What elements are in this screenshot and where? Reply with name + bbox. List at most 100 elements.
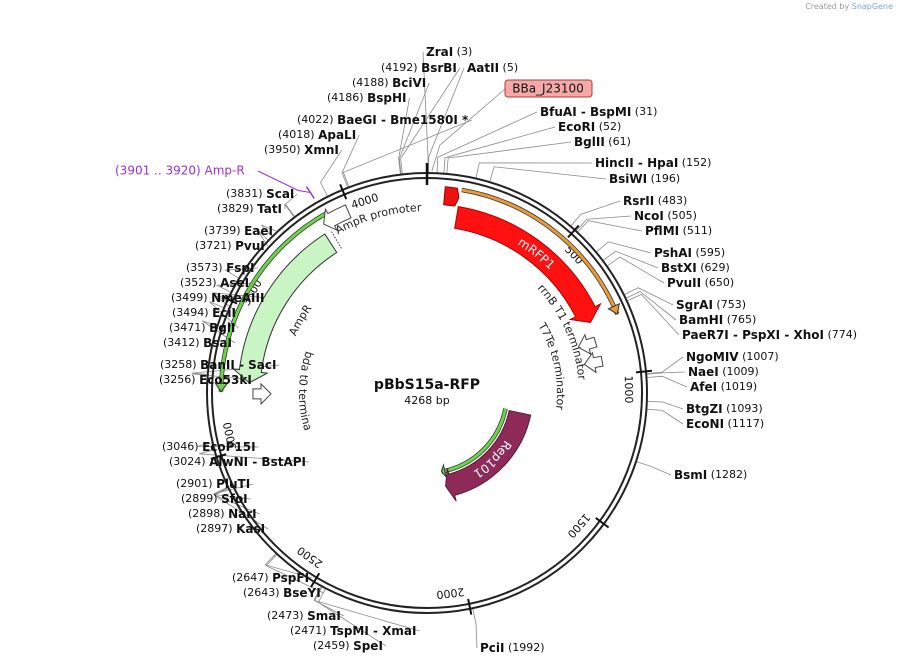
enzyme-label-pvui: (3721) PvuI: [195, 239, 265, 253]
enzyme-site-aatii: AatII (5): [467, 61, 518, 75]
backbone-outer-ring: [206, 172, 648, 614]
enzyme-label-hincii: HincII - HpaI (152): [595, 156, 711, 170]
enzyme-label-econi: EcoNI (1117): [686, 417, 764, 431]
enzyme-leader-btgzi: [646, 401, 684, 410]
enzyme-label-sfoi: (2899) SfoI: [181, 492, 248, 506]
bp-tick-mark: [339, 183, 348, 200]
enzyme-leader-sgrai: [623, 287, 674, 306]
feature-arrow-rep101: [445, 409, 532, 502]
enzyme-site-ncoi: NcoI (505): [634, 209, 697, 223]
enzyme-label-btgzi: BtgZI (1093): [686, 402, 763, 416]
enzyme-leader-bsrbi: [400, 67, 461, 175]
snapgene-credit: Created by SnapGene: [805, 2, 893, 11]
enzyme-site-apali: (4018) ApaLI: [278, 128, 356, 142]
enzyme-site-nmeaiii: (3499) NmeAIII: [171, 291, 264, 305]
enzyme-leader-pflmi: [577, 220, 643, 233]
enzyme-site-pvui: (3721) PvuI: [195, 239, 265, 253]
enzyme-leader-bamhi: [625, 291, 677, 321]
strand-arrowhead-green_rep: [440, 463, 447, 478]
enzyme-site-bglii: BglII (61): [574, 135, 631, 149]
enzyme-leader-ncoi: [575, 215, 632, 232]
enzyme-site-rsrii: RsrII (483): [623, 194, 687, 208]
enzyme-label-ncoi: NcoI (505): [634, 209, 697, 223]
enzyme-leader-bsphi: [398, 97, 410, 175]
enzyme-label-tati: (3829) TatI: [217, 202, 282, 216]
enzyme-label-kasi: (2897) KasI: [196, 522, 265, 536]
bp-tick-mark: [567, 224, 580, 239]
enzyme-leader-pvui: [256, 229, 269, 247]
enzyme-site-eaei: (3739) EaeI: [204, 224, 273, 238]
enzyme-label-rsrii: RsrII (483): [623, 194, 687, 208]
credit-prefix: Created by: [805, 2, 850, 11]
enzyme-label-afei: AfeI (1019): [690, 380, 757, 394]
backbone-inner-ring: [211, 177, 643, 609]
feature-label-t7te: T7Te terminator: [535, 320, 567, 411]
enzyme-leader-pshai: [595, 241, 652, 254]
enzyme-label-pcii: PciI (1992): [480, 641, 545, 655]
enzyme-label-bstxi: BstXI (629): [661, 261, 730, 275]
enzyme-leader-bstxi: [602, 250, 659, 269]
enzyme-site-pspfi: (2647) PspFI: [232, 571, 309, 585]
region-label-ampr: (3901 .. 3920) Amp-R: [115, 164, 245, 178]
enzyme-site-spei: (2459) SpeI: [313, 639, 383, 653]
enzyme-site-bsphi: (4186) BspHI: [327, 91, 406, 105]
enzyme-site-nari: (2898) NarI: [188, 507, 257, 521]
enzyme-leader-paer7i: [626, 293, 680, 336]
enzyme-site-bsiwi: BsiWI (196): [609, 172, 680, 186]
enzyme-label-bsphi: (4186) BspHI: [327, 91, 406, 105]
enzyme-label-baegi: (4022) BaeGI - Bme1580I *: [297, 113, 469, 127]
enzyme-label-aatii: AatII (5): [467, 61, 518, 75]
enzyme-leader-bcivi: [398, 82, 430, 175]
enzyme-label-bcivi: (4188) BciVI: [352, 76, 426, 90]
credit-brand: SnapGene: [851, 2, 893, 11]
feature-arrow-ampr: [231, 233, 338, 384]
enzyme-leader-scai: [284, 193, 298, 218]
enzyme-site-bseyi: (2643) BseYI: [243, 586, 321, 600]
enzyme-label-ecori: EcoRI (52): [558, 120, 621, 134]
enzyme-site-paer7i: PaeR7I - PspXI - XhoI (774): [682, 328, 857, 342]
enzyme-leader-bsai: [202, 320, 236, 344]
terminator-glyph-rrnb: [577, 333, 598, 355]
enzyme-leader-pvuii: [606, 256, 665, 284]
enzyme-label-spei: (2459) SpeI: [313, 639, 383, 653]
enzyme-label-naei: NaeI (1009): [688, 365, 759, 379]
enzyme-leader-afei: [646, 375, 688, 388]
bp-tick-mark: [210, 453, 227, 460]
strand-arrowhead-green_ampr: [214, 382, 229, 393]
enzyme-site-econi: EcoNI (1117): [686, 417, 764, 431]
ampr-region-marker: [330, 230, 342, 249]
enzyme-label-bamhi: BamHI (765): [679, 313, 756, 327]
enzyme-leader-fspi: [224, 267, 258, 279]
enzyme-site-ngomiv: NgoMIV (1007): [686, 350, 779, 364]
enzyme-label-bsai: (3412) BsaI: [163, 336, 232, 350]
enzyme-leader-bgli: [209, 301, 239, 329]
enzyme-label-pshai: PshAI (595): [654, 246, 725, 260]
feature-strand-arcs: [214, 187, 621, 478]
enzyme-leader-asei: [215, 282, 253, 293]
enzyme-leader-tati: [284, 203, 295, 218]
plasmid-name: pBbS15a-RFP: [374, 377, 480, 393]
bp-tick-label: 3000: [221, 421, 240, 451]
enzyme-leader-naei: [646, 371, 686, 375]
enzyme-label-xmni: (3950) XmnI: [264, 143, 339, 157]
bp-tick-mark: [635, 369, 653, 374]
enzyme-site-asei: (3523) AseI: [180, 276, 249, 290]
feature-arrow-ampr_prom: [323, 204, 352, 232]
enzyme-label-bsrbi: (4192) BsrBI: [381, 61, 457, 75]
enzyme-label-bseyi: (2643) BseYI: [243, 586, 321, 600]
region-mark-ampr: [305, 186, 315, 199]
enzyme-site-baegi: (4022) BaeGI - Bme1580I *: [297, 113, 469, 127]
enzyme-site-bfuai: BfuAI - BspMI (31): [540, 105, 657, 119]
enzyme-site-hincii: HincII - HpaI (152): [595, 156, 711, 170]
terminator-glyph-t7te: [583, 351, 604, 374]
enzyme-site-ecori: EcoRI (52): [558, 120, 621, 134]
region-leader-ampr: [257, 170, 311, 193]
enzyme-label-bgli: (3471) BglI: [169, 321, 235, 335]
enzyme-site-scai: (3831) ScaI: [226, 187, 294, 201]
enzyme-leader-pcii: [472, 608, 478, 649]
enzyme-label-banii: (3258) BanII - SacI: [160, 358, 276, 372]
bp-tick-label: 1000: [622, 375, 635, 403]
enzyme-site-pflmi: PflMI (511): [645, 224, 712, 238]
enzyme-labels: ZraI (3) AatII (5) BfuAI - BspMI (31)EcoRI…: [159, 45, 857, 655]
